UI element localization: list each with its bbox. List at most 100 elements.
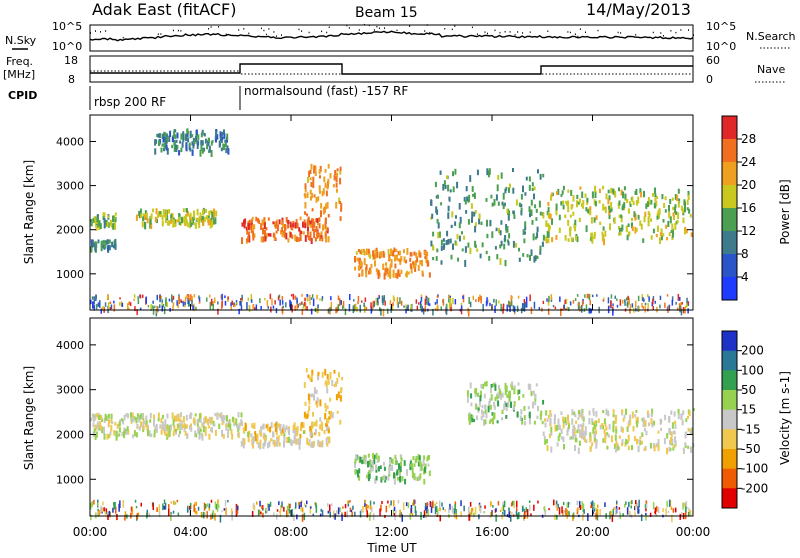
heatmap-cell	[500, 240, 503, 247]
heatmap-cell	[304, 189, 307, 193]
heatmap-cell	[588, 294, 591, 301]
heatmap-cell	[633, 211, 636, 218]
heatmap-cell	[424, 502, 427, 508]
heatmap-cell	[528, 418, 531, 425]
heatmap-cell	[684, 511, 687, 520]
heatmap-cell	[139, 294, 142, 299]
colorbar-tick-label: -50	[741, 442, 761, 456]
heatmap-cell	[434, 506, 437, 515]
heatmap-cell	[329, 504, 331, 512]
heatmap-cell	[667, 510, 670, 514]
heatmap-cell	[506, 304, 508, 312]
heatmap-cell	[133, 430, 136, 437]
heatmap-cell	[487, 405, 490, 413]
heatmap-cell	[389, 465, 392, 471]
heatmap-cell	[397, 258, 400, 262]
heatmap-cell	[330, 301, 333, 308]
heatmap-cell	[579, 186, 582, 190]
heatmap-cell	[301, 514, 304, 522]
heatmap-cell	[612, 509, 614, 516]
heatmap-cell	[247, 235, 250, 242]
heatmap-cell	[606, 445, 609, 450]
heatmap-cell	[394, 513, 396, 521]
heatmap-cell	[436, 248, 439, 253]
heatmap-cell	[107, 222, 110, 228]
heatmap-cell	[654, 187, 656, 194]
heatmap-cell	[212, 420, 215, 427]
heatmap-cell	[287, 238, 290, 243]
heatmap-cell	[645, 500, 648, 504]
heatmap-cell	[529, 384, 532, 391]
heatmap-cell	[90, 502, 92, 510]
heatmap-cell	[283, 440, 285, 448]
colorbar-tick-label: 100	[741, 363, 764, 377]
heatmap-cell	[557, 188, 560, 195]
heatmap-cell	[562, 200, 565, 205]
heatmap-cell	[121, 431, 124, 437]
heatmap-cell	[281, 427, 284, 434]
heatmap-cell	[469, 175, 472, 182]
heatmap-cell	[536, 232, 539, 239]
heatmap-cell	[236, 302, 238, 305]
heatmap-cell	[603, 297, 605, 300]
heatmap-cell	[461, 231, 463, 235]
heatmap-cell	[634, 215, 637, 221]
heatmap-cell	[458, 235, 461, 242]
heatmap-cell	[510, 401, 512, 408]
heatmap-cell	[687, 427, 690, 432]
heatmap-cell	[99, 300, 101, 308]
heatmap-cell	[513, 385, 516, 389]
heatmap-cell	[280, 220, 283, 226]
heatmap-cell	[618, 232, 621, 236]
heatmap-cell	[458, 203, 461, 210]
heatmap-cell	[645, 500, 648, 509]
heatmap-cell	[253, 224, 256, 230]
heatmap-cell	[265, 227, 268, 231]
heatmap-cell	[534, 204, 537, 209]
heatmap-cell	[400, 512, 402, 516]
heatmap-cell	[102, 239, 105, 244]
heatmap-cell	[595, 420, 598, 427]
heatmap-cell	[199, 416, 202, 423]
heatmap-cell	[197, 134, 200, 141]
heatmap-cell	[582, 416, 585, 422]
heatmap-cell	[207, 215, 210, 219]
heatmap-cell	[394, 254, 396, 262]
heatmap-cell	[201, 216, 204, 221]
heatmap-cell	[294, 295, 297, 300]
heatmap-cell	[358, 475, 361, 481]
heatmap-cell	[292, 424, 295, 431]
heatmap-cell	[304, 194, 307, 199]
heatmap-cell	[138, 210, 141, 214]
heatmap-cell	[369, 500, 372, 506]
heatmap-cell	[671, 235, 674, 240]
heatmap-cell	[289, 438, 292, 445]
heatmap-cell	[593, 507, 596, 512]
heatmap-cell	[380, 251, 383, 258]
heatmap-cell	[335, 182, 338, 188]
heatmap-cell	[445, 240, 448, 245]
heatmap-cell	[509, 305, 511, 312]
heatmap-cell	[148, 512, 150, 517]
heatmap-cell	[186, 433, 189, 439]
heatmap-cell	[615, 428, 618, 434]
heatmap-cell	[555, 208, 558, 216]
heatmap-cell	[448, 294, 450, 303]
heatmap-cell	[439, 500, 441, 508]
heatmap-cell	[648, 212, 651, 218]
heatmap-cell	[674, 436, 676, 443]
heatmap-cell	[279, 426, 281, 431]
heatmap-cell	[425, 256, 428, 263]
heatmap-cell	[222, 414, 225, 420]
heatmap-cell	[602, 299, 605, 302]
heatmap-cell	[234, 304, 236, 308]
heatmap-cell	[647, 293, 649, 298]
colorbar-tick-label: 50	[741, 383, 756, 397]
heatmap-cell	[127, 413, 130, 419]
heatmap-cell	[610, 435, 613, 443]
heatmap-cell	[430, 199, 433, 206]
heatmap-cell	[592, 408, 595, 413]
heatmap-cell	[277, 423, 280, 428]
heatmap-cell	[301, 301, 303, 305]
heatmap-cell	[251, 510, 254, 517]
